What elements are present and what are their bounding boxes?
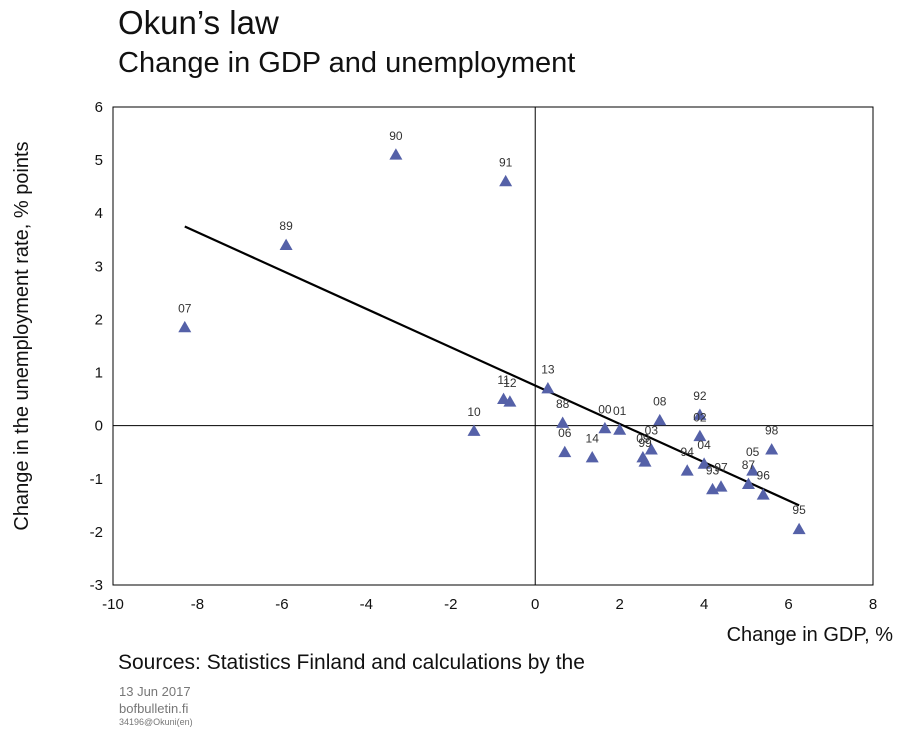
x-tick-label: -10 xyxy=(102,596,124,613)
x-tick-label: 0 xyxy=(531,596,539,613)
data-point xyxy=(746,464,760,476)
point-label: 95 xyxy=(792,503,806,517)
point-label: 88 xyxy=(556,397,570,411)
point-label: 10 xyxy=(467,405,481,419)
point-label: 90 xyxy=(389,129,403,143)
source-note: Sources: Statistics Finland and calculat… xyxy=(118,651,585,674)
point-label: 12 xyxy=(503,376,517,390)
point-label: 96 xyxy=(757,469,771,483)
y-tick-label: -3 xyxy=(90,577,103,594)
data-point xyxy=(714,480,728,492)
trend-line xyxy=(184,225,800,507)
data-point xyxy=(556,416,570,428)
data-points xyxy=(178,148,806,535)
x-tick-label: 8 xyxy=(869,596,877,613)
point-label: 03 xyxy=(645,424,659,438)
data-point xyxy=(585,451,599,463)
data-point xyxy=(638,455,652,467)
publication-date: 13 Jun 2017 xyxy=(119,684,191,699)
x-tick-label: 6 xyxy=(784,596,792,613)
point-label: 06 xyxy=(558,426,572,440)
point-label: 04 xyxy=(697,438,711,452)
point-label: 94 xyxy=(681,445,695,459)
point-label: 99 xyxy=(638,436,652,450)
data-point xyxy=(644,443,658,455)
point-label: 98 xyxy=(765,424,779,438)
data-point xyxy=(389,148,403,160)
data-point xyxy=(792,522,806,535)
x-tick-label: 4 xyxy=(700,596,708,613)
data-point xyxy=(693,429,707,442)
data-point xyxy=(279,238,293,250)
y-tick-label: 5 xyxy=(95,152,103,169)
point-label: 08 xyxy=(653,394,667,408)
point-label: 09 xyxy=(636,432,650,446)
point-label: 01 xyxy=(613,404,627,418)
y-tick-label: 1 xyxy=(95,365,103,382)
point-label: 07 xyxy=(178,301,192,315)
point-label: 89 xyxy=(279,219,293,233)
point-label: 87 xyxy=(742,458,756,472)
x-tick-label: -2 xyxy=(444,596,457,613)
point-label: 14 xyxy=(586,432,600,446)
x-tick-label: -8 xyxy=(191,596,204,613)
data-point xyxy=(598,421,612,434)
y-tick-label: -1 xyxy=(90,471,103,488)
data-point xyxy=(765,443,779,455)
y-tick-label: 4 xyxy=(95,205,103,222)
axes xyxy=(112,106,874,586)
point-label: 91 xyxy=(499,155,513,169)
y-tick-label: -2 xyxy=(90,524,103,541)
point-label: 00 xyxy=(598,402,612,416)
x-tick-label: -4 xyxy=(360,596,373,613)
data-point xyxy=(503,395,517,407)
point-label: 11 xyxy=(497,373,510,387)
x-axis-label: Change in GDP, % xyxy=(727,624,894,646)
data-point xyxy=(541,381,555,394)
y-tick-labels: 6 5 4 3 2 1 0 -1 -2 -3 xyxy=(90,99,103,594)
y-tick-label: 2 xyxy=(95,311,103,328)
site-name: bofbulletin.fi xyxy=(119,701,189,716)
x-tick-label: 2 xyxy=(615,596,623,613)
y-tick-label: 6 xyxy=(95,99,103,116)
x-tick-labels: -10 -8 -6 -4 -2 0 2 4 6 8 xyxy=(102,596,877,613)
point-label: 93 xyxy=(706,463,720,477)
chart-code: 34196@Okuni(en) xyxy=(119,717,193,727)
data-point xyxy=(178,320,192,333)
data-point xyxy=(467,424,481,436)
chart-title: Okun’s law xyxy=(118,4,279,41)
data-point xyxy=(756,488,770,500)
data-point xyxy=(680,464,694,476)
y-tick-label: 0 xyxy=(95,418,103,435)
y-axis-label: Change in the unemployment rate, % point… xyxy=(11,141,33,530)
data-point xyxy=(697,457,711,469)
data-point xyxy=(693,408,707,420)
point-label: 97 xyxy=(714,461,728,475)
chart-subtitle: Change in GDP and unemployment xyxy=(118,47,576,79)
point-label: 05 xyxy=(746,445,760,459)
x-tick-label: -6 xyxy=(275,596,288,613)
data-point xyxy=(558,445,572,458)
point-label: 92 xyxy=(693,389,707,403)
data-point xyxy=(653,413,667,426)
data-point xyxy=(613,423,627,435)
point-label: 02 xyxy=(693,410,707,424)
y-tick-label: 3 xyxy=(95,258,103,275)
point-label: 13 xyxy=(541,362,555,376)
plot-area-frame xyxy=(112,106,874,586)
data-point xyxy=(499,174,513,187)
data-point xyxy=(741,477,755,489)
